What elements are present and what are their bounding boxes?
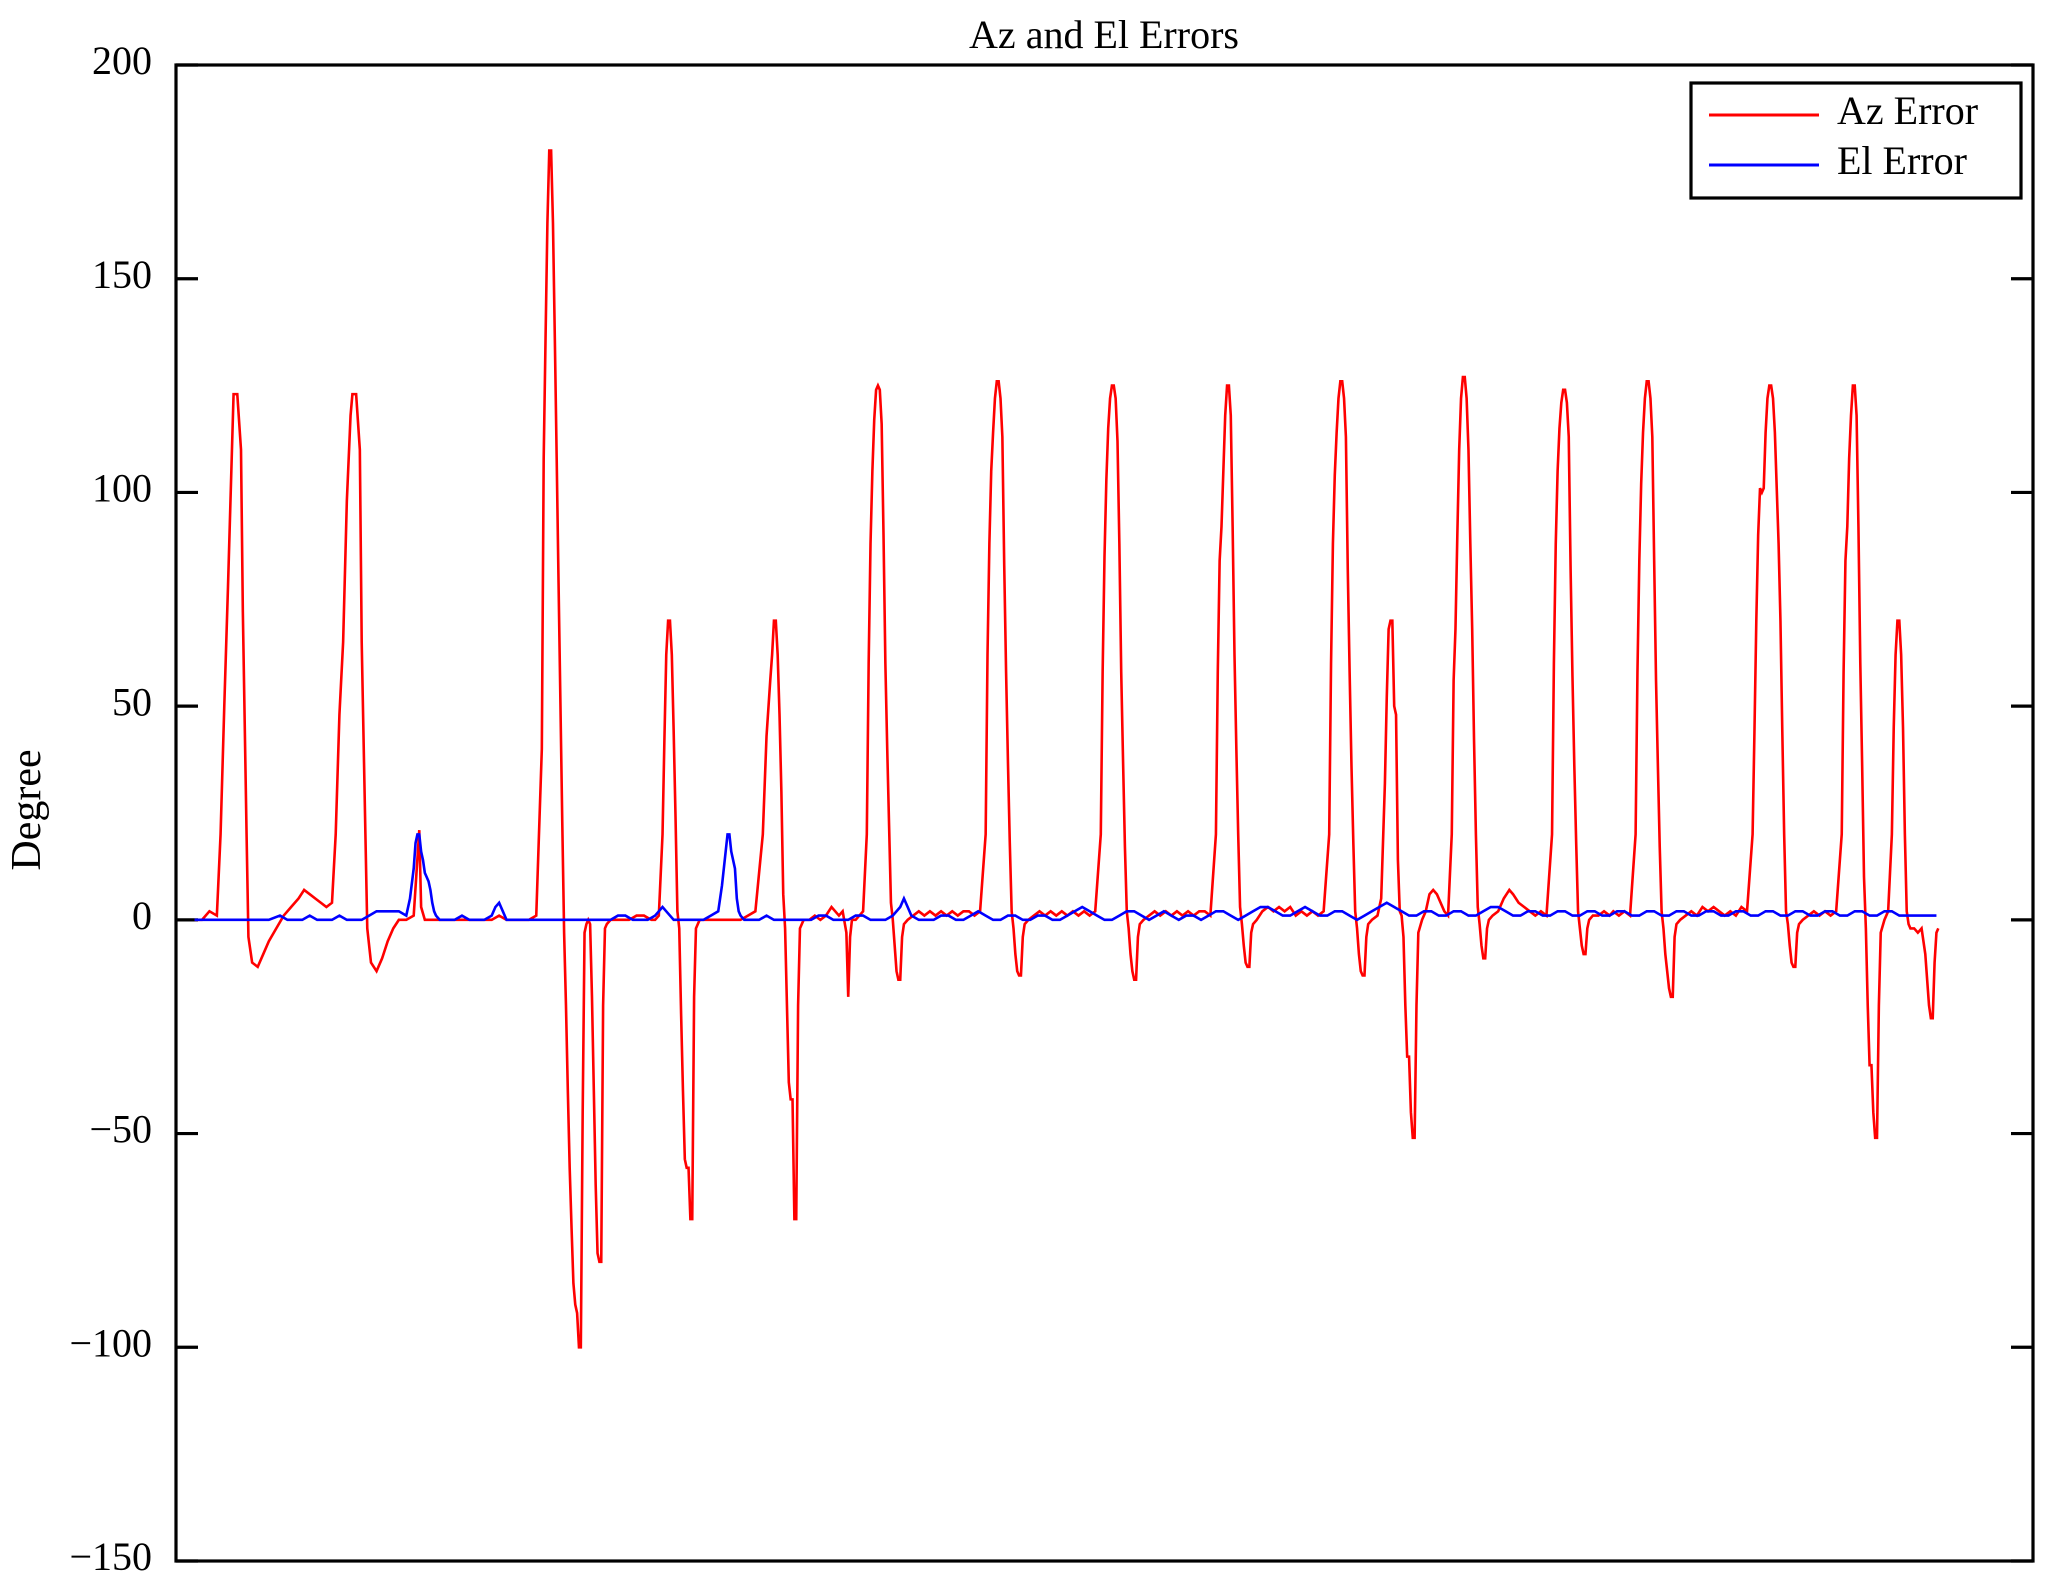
plot-frame xyxy=(174,63,2035,1563)
y-tick-label: 0 xyxy=(132,893,152,938)
legend[interactable]: Az Error El Error xyxy=(1689,81,2023,200)
y-tick-label: 100 xyxy=(92,466,152,511)
series-el-error xyxy=(194,833,1937,922)
legend-label-el-error[interactable]: El Error xyxy=(1837,138,1967,183)
y-axis: −150 −100 −50 0 50 100 150 200 xyxy=(69,38,2033,1579)
y-tick-label: −50 xyxy=(89,1107,152,1152)
legend-box xyxy=(1689,81,2023,200)
y-tick-label: 150 xyxy=(92,252,152,297)
series-az-error xyxy=(194,149,1940,1349)
y-tick-label: −150 xyxy=(69,1534,152,1579)
y-tick-label: 50 xyxy=(112,679,152,724)
plot-series xyxy=(194,149,1940,1349)
y-axis-title: Degree xyxy=(4,749,50,870)
y-tick-label: 200 xyxy=(92,38,152,83)
page-title: Az and El Errors xyxy=(969,12,1239,57)
y-tick-label: −100 xyxy=(69,1320,152,1365)
legend-label-az-error[interactable]: Az Error xyxy=(1837,88,1978,133)
